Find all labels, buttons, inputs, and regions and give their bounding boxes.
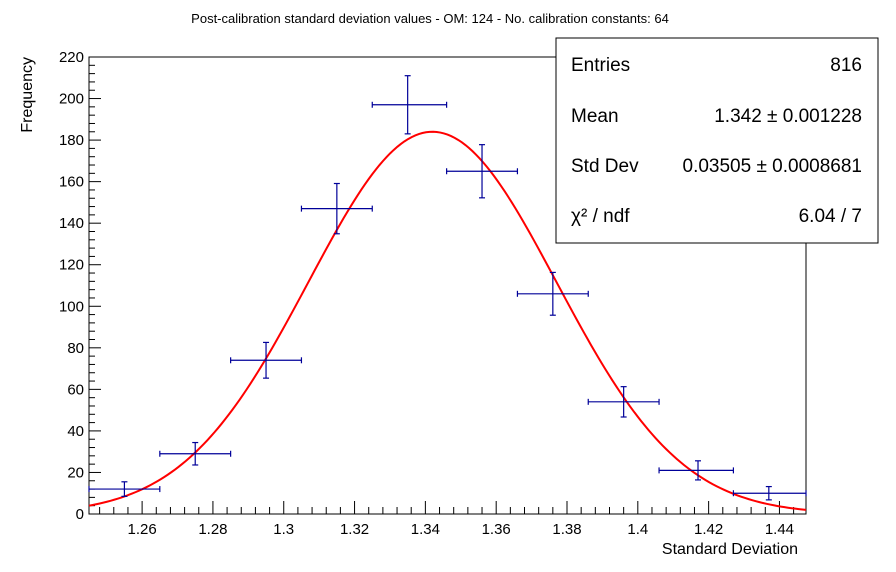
x-tick-label: 1.44 — [765, 521, 794, 538]
x-tick-label: 1.38 — [552, 521, 581, 538]
stats-value: 1.342 ± 0.001228 — [714, 106, 862, 127]
stats-label: Std Dev — [571, 156, 639, 177]
y-tick-label: 0 — [76, 506, 84, 523]
x-tick-label: 1.4 — [627, 521, 648, 538]
x-tick-label: 1.28 — [198, 521, 227, 538]
y-tick-label: 180 — [59, 132, 84, 149]
gaussian-fit-curve — [88, 130, 807, 511]
histogram-point — [732, 485, 807, 501]
stats-label: χ² / ndf — [571, 206, 630, 227]
x-tick-label: 1.36 — [482, 521, 511, 538]
histogram-point — [446, 144, 519, 199]
histogram-point — [516, 271, 589, 316]
histogram-point — [159, 441, 232, 466]
fit-layer — [88, 130, 807, 511]
y-tick-label: 60 — [67, 381, 84, 398]
y-tick-label: 220 — [59, 49, 84, 66]
y-axis-label: Frequency — [19, 57, 36, 133]
histogram-point — [371, 75, 448, 135]
histogram-point — [587, 386, 660, 418]
histogram-points-layer — [88, 75, 807, 501]
x-tick-label: 1.3 — [273, 521, 294, 538]
plot-frame — [88, 56, 807, 515]
histogram-point — [230, 341, 303, 379]
y-tick-label: 120 — [59, 257, 84, 274]
y-tick-label: 200 — [59, 91, 84, 108]
stats-value: 816 — [830, 55, 862, 76]
x-axis: 1.26 1.28 1.3 1.32 1.34 1.36 1.38 1.4 1.42 1.44 — [99, 501, 795, 538]
y-tick-label: 40 — [67, 423, 84, 440]
stats-rows: Entries 816 Mean 1.342 ± 0.001228 Std Dev 0.0… — [571, 55, 862, 227]
histogram-point — [658, 460, 735, 481]
y-tick-label: 80 — [67, 340, 84, 357]
stats-value: 0.03505 ± 0.0008681 — [683, 156, 862, 177]
y-axis: 0 20 40 60 80 100 120 140 160 180 200 220 — [59, 49, 101, 523]
stats-box-border — [555, 37, 879, 244]
y-tick-label: 160 — [59, 174, 84, 191]
x-axis-label: Standard Deviation — [662, 541, 798, 558]
stats-label: Entries — [571, 55, 630, 76]
y-tick-label: 100 — [59, 298, 84, 315]
y-tick-label: 140 — [59, 215, 84, 232]
x-tick-label: 1.32 — [340, 521, 369, 538]
y-tick-label: 20 — [67, 464, 84, 481]
stats-label: Mean — [571, 106, 619, 127]
x-tick-label: 1.34 — [411, 521, 440, 538]
stats-value: 6.04 / 7 — [799, 206, 862, 227]
x-tick-label: 1.26 — [128, 521, 157, 538]
histogram-point — [300, 182, 373, 235]
stats-box: Entries 816 Mean 1.342 ± 0.001228 Std Dev 0.0… — [555, 37, 879, 244]
plot-area-border — [88, 56, 807, 515]
chart-title: Post-calibration standard deviation valu… — [191, 11, 669, 26]
histogram-point — [88, 481, 161, 497]
x-tick-label: 1.42 — [694, 521, 723, 538]
